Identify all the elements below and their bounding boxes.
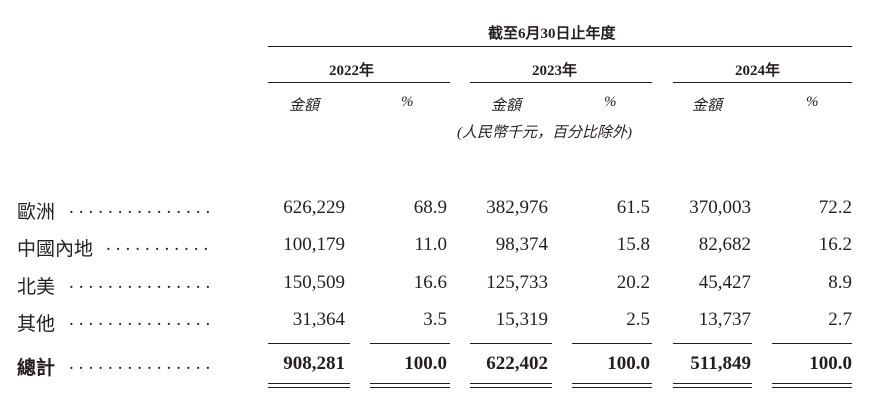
total-double-rule-percent-2024-b: [772, 387, 852, 388]
leader-dots: ...............: [69, 353, 216, 374]
percent-2024: 8.9: [828, 272, 852, 293]
percent-2024: 16.2: [818, 234, 852, 255]
total-amount-2024: 511,849: [690, 353, 751, 374]
amount-2023: 125,733: [486, 272, 548, 293]
amount-2023: 98,374: [495, 234, 548, 255]
total-percent-2022: 100.0: [404, 353, 447, 374]
amount-header-2023: 金額: [491, 98, 522, 114]
total-double-rule-amount-2022-a: [268, 383, 350, 384]
percent-2022: 16.6: [413, 272, 447, 293]
total-double-rule-amount-2022-b: [268, 387, 350, 388]
total-double-rule-percent-2023-b: [572, 387, 652, 388]
leader-dots: ...............: [69, 197, 216, 218]
amount-2022: 100,179: [283, 234, 345, 255]
amount-2024: 13,737: [698, 309, 751, 330]
percent-header-2022: %: [401, 94, 414, 110]
percent-2022: 11.0: [414, 234, 447, 255]
subtotal-rule-percent-2023: [572, 343, 652, 344]
subtotal-rule-percent-2022: [370, 343, 450, 344]
year-2022-header: 2022年: [329, 63, 375, 79]
subtotal-rule-amount-2023: [470, 343, 552, 344]
row-label: 北美: [17, 277, 56, 298]
amount-2022: 150,509: [283, 272, 345, 293]
row-label: 其他: [17, 314, 56, 335]
year-2023-header: 2023年: [532, 63, 578, 79]
amount-2024: 82,682: [698, 234, 751, 255]
total-double-rule-amount-2023-b: [470, 387, 552, 388]
subtotal-rule-amount-2022: [268, 343, 350, 344]
percent-2024: 2.7: [828, 309, 852, 330]
total-amount-2022: 908,281: [283, 353, 345, 374]
total-percent-2023: 100.0: [607, 353, 650, 374]
total-double-rule-amount-2024-a: [673, 383, 752, 384]
percent-2022: 3.5: [423, 309, 447, 330]
year-2024-rule: [673, 82, 852, 83]
percent-2023: 2.5: [626, 309, 650, 330]
total-double-rule-percent-2022-a: [370, 383, 450, 384]
amount-2024: 45,427: [698, 272, 751, 293]
amount-2022: 626,229: [283, 197, 345, 218]
amount-header-2022: 金額: [289, 98, 320, 114]
amount-2024: 370,003: [689, 197, 751, 218]
percent-header-2024: %: [806, 94, 819, 110]
total-double-rule-amount-2023-a: [470, 383, 552, 384]
leader-dots: ...............: [69, 272, 216, 293]
leader-dots: ...........: [106, 234, 214, 255]
subtotal-rule-amount-2024: [673, 343, 752, 344]
unit-note: (人民幣千元，百分比除外): [457, 125, 632, 141]
row-label: 歐洲: [17, 202, 56, 223]
amount-2023: 15,319: [495, 309, 548, 330]
total-double-rule-amount-2024-b: [673, 387, 752, 388]
percent-2023: 15.8: [616, 234, 650, 255]
percent-2024: 72.2: [818, 197, 852, 218]
total-double-rule-percent-2022-b: [370, 387, 450, 388]
year-2023-rule: [470, 82, 652, 83]
total-amount-2023: 622,402: [486, 353, 548, 374]
leader-dots: ...............: [69, 309, 216, 330]
year-2022-rule: [268, 82, 450, 83]
total-label: 總計: [17, 358, 56, 379]
percent-2023: 20.2: [616, 272, 650, 293]
percent-2022: 68.9: [413, 197, 447, 218]
percent-2023: 61.5: [616, 197, 650, 218]
period-title: 截至6月30日止年度: [488, 26, 616, 42]
total-double-rule-percent-2023-a: [572, 383, 652, 384]
amount-header-2024: 金額: [692, 98, 723, 114]
amount-2022: 31,364: [292, 309, 345, 330]
amount-2023: 382,976: [486, 197, 548, 218]
period-rule: [268, 46, 852, 47]
subtotal-rule-percent-2024: [772, 343, 852, 344]
total-percent-2024: 100.0: [809, 353, 852, 374]
row-label: 中國內地: [17, 239, 94, 260]
total-double-rule-percent-2024-a: [772, 383, 852, 384]
percent-header-2023: %: [604, 94, 617, 110]
year-2024-header: 2024年: [735, 63, 781, 79]
